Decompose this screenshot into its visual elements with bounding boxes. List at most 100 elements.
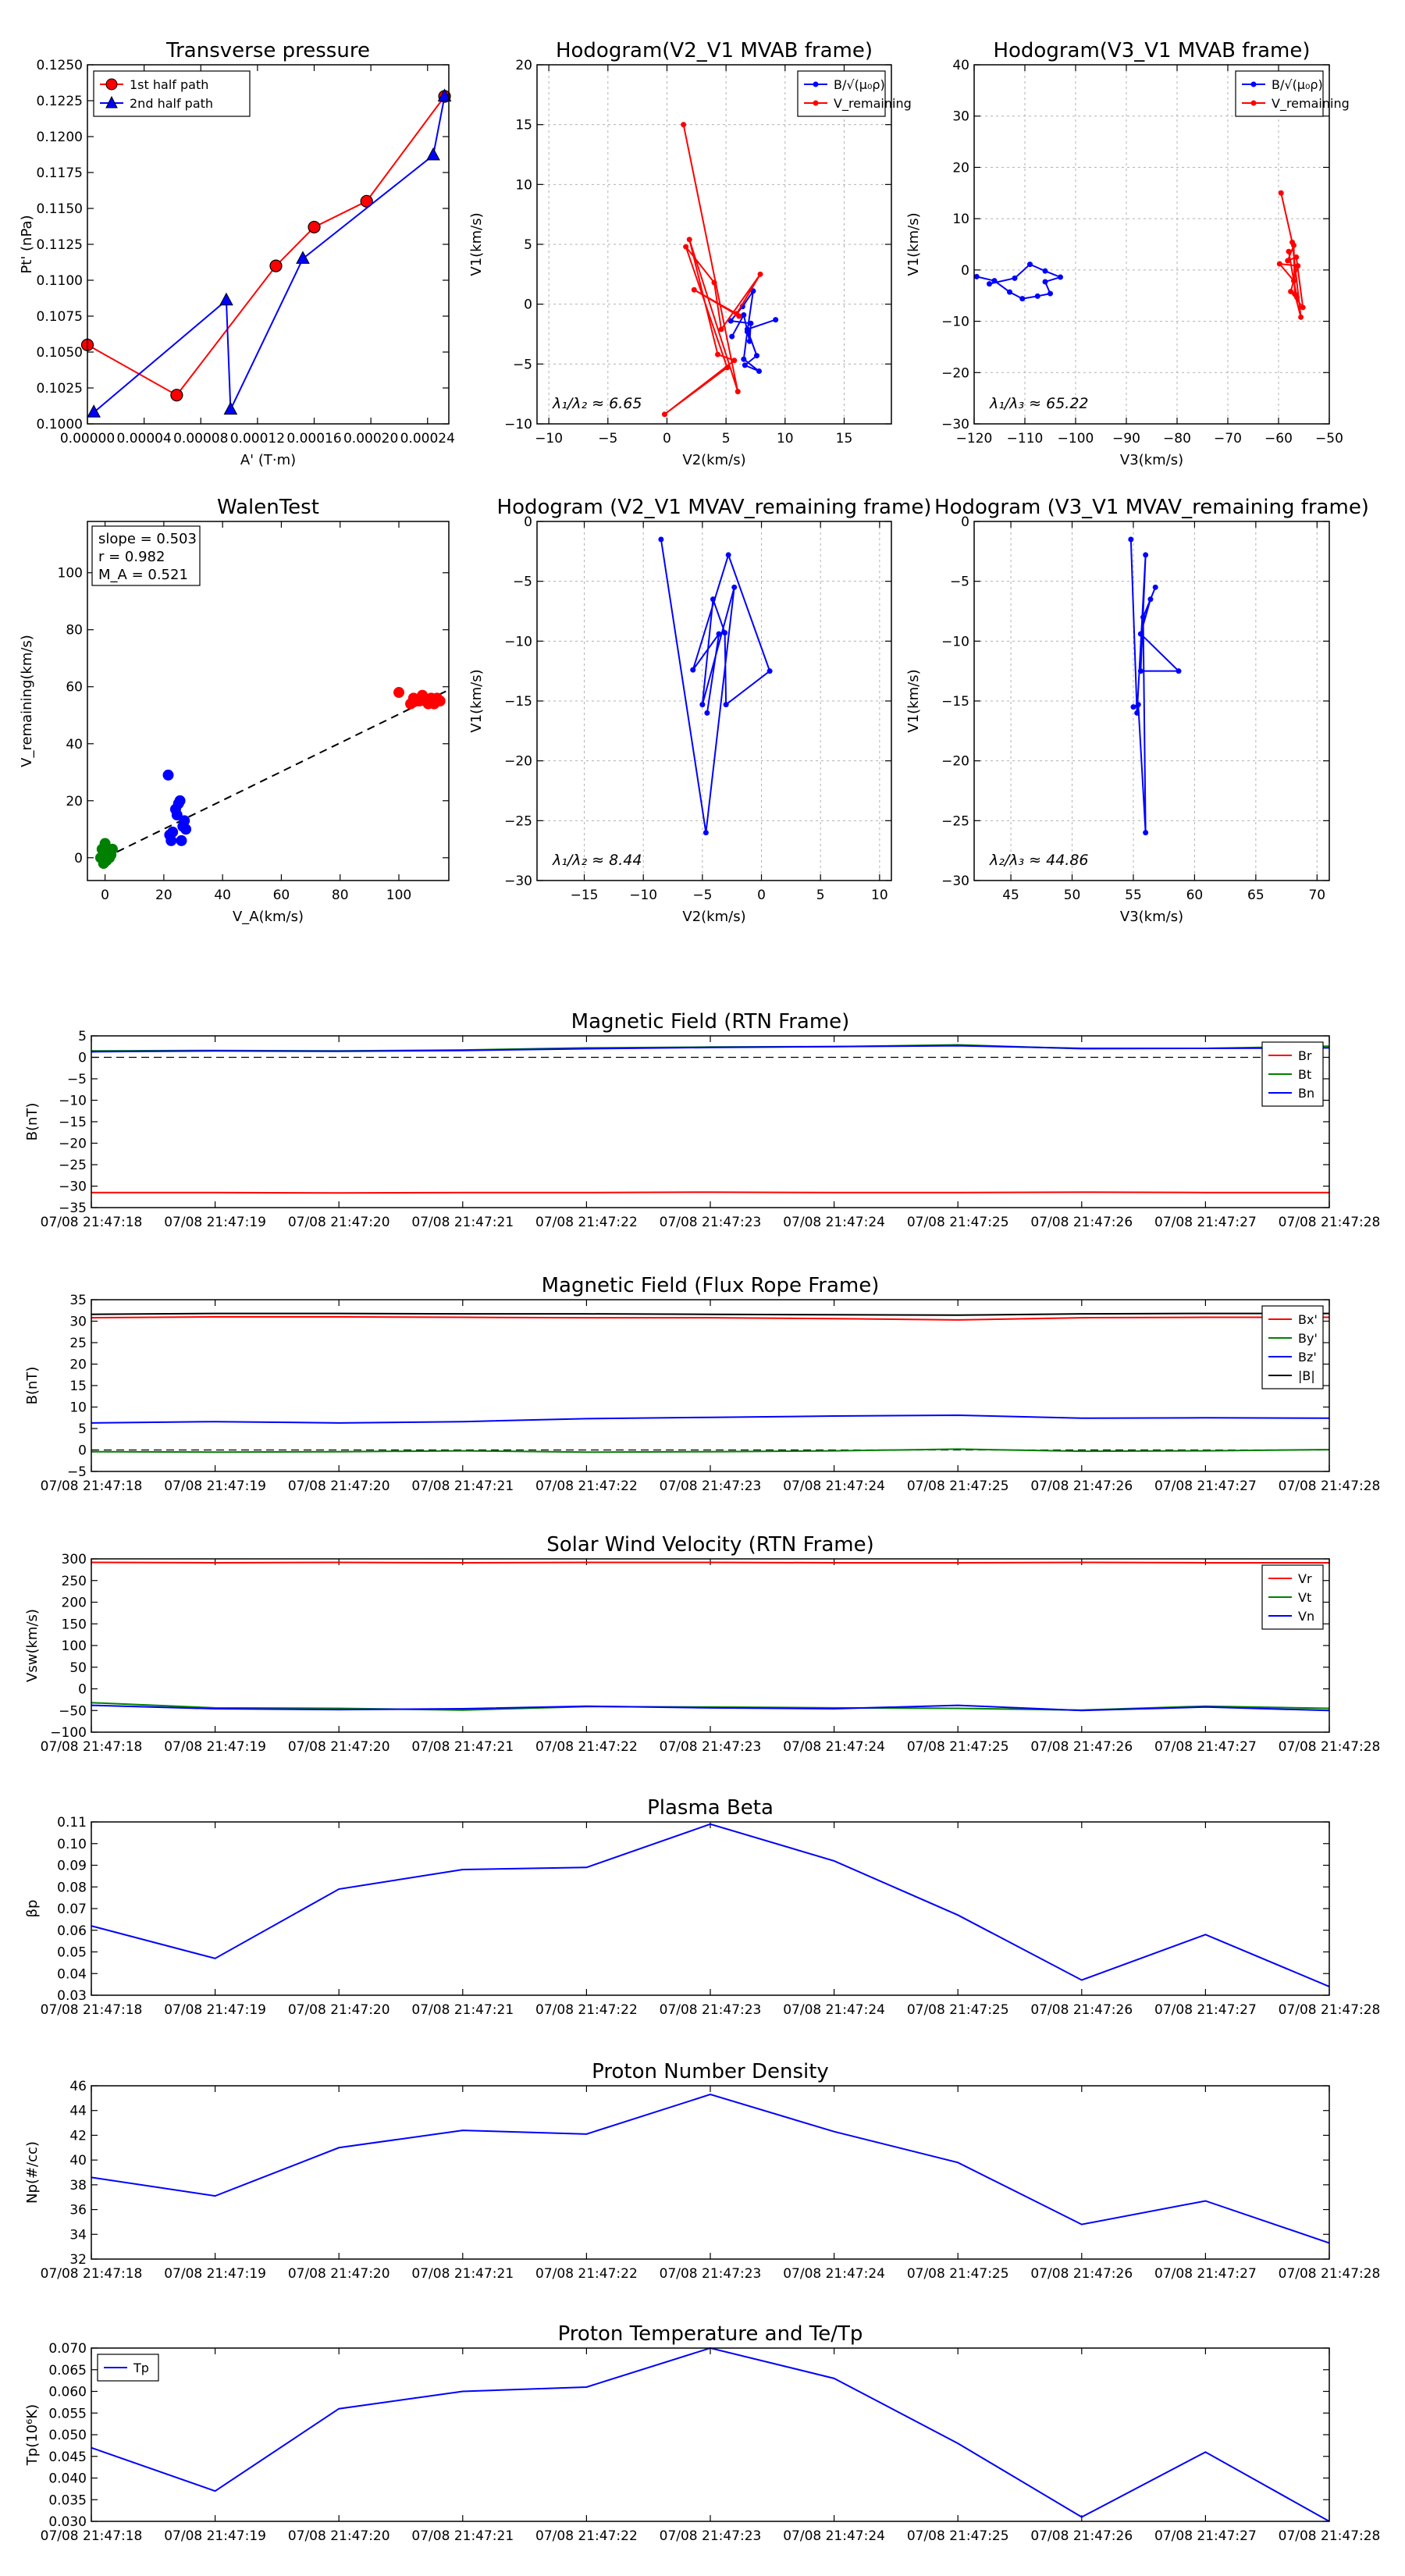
x-axis-label: A' (T·m) (240, 452, 296, 468)
y-tick-label: 5 (524, 237, 532, 253)
x-tick-label: 07/08 21:47:27 (1154, 2002, 1257, 2018)
y-tick-label: 25 (69, 1336, 87, 1351)
x-tick-label: 07/08 21:47:24 (783, 1478, 885, 1494)
y-tick-label: 0.07 (57, 1902, 87, 1917)
legend-label: Br (1298, 1048, 1312, 1063)
x-tick-label: 07/08 21:47:27 (1154, 1739, 1257, 1755)
x-tick-label: 07/08 21:47:26 (1030, 1478, 1133, 1494)
x-tick-label: 07/08 21:47:23 (660, 1478, 762, 1494)
x-tick-label: 07/08 21:47:22 (535, 2002, 638, 2018)
data-point (99, 852, 111, 863)
x-axis-label: V_A(km/s) (233, 909, 304, 925)
y-tick-label: 0.1225 (37, 94, 83, 109)
x-tick-label: 07/08 21:47:22 (535, 2266, 638, 2282)
data-point (1176, 668, 1182, 674)
fit-line (105, 688, 449, 859)
chart-title: WalenTest (217, 496, 319, 519)
chart-title: Magnetic Field (RTN Frame) (571, 1010, 850, 1034)
y-tick-label: 10 (515, 177, 532, 193)
x-tick-label: 07/08 21:47:23 (660, 2528, 762, 2544)
plot-frame (536, 64, 892, 425)
plot-frame (91, 2085, 1330, 2260)
chart-proton_number_density: Proton Number Density 07/08 21:47:18 07/08… (24, 2060, 1380, 2282)
legend-marker (105, 78, 118, 91)
data-point (699, 702, 706, 708)
y-tick-label: 0 (78, 1443, 87, 1459)
y-tick-label: 0.1025 (37, 381, 83, 397)
x-tick-label: 70 (1308, 888, 1325, 903)
data-point (757, 271, 763, 277)
legend-label: 1st half path (130, 77, 208, 92)
y-tick-label: −25 (59, 1158, 87, 1173)
series-line-Np (91, 2094, 1330, 2244)
y-tick-label: −10 (504, 634, 532, 649)
y-tick-label: 0.060 (48, 2385, 87, 2400)
data-point (177, 820, 189, 832)
y-axis-label: V1(km/s) (905, 212, 922, 276)
y-tick-label: 38 (69, 2178, 87, 2194)
x-tick-label: 20 (155, 888, 173, 903)
data-point (729, 333, 735, 340)
series-line-Vremaining (1129, 539, 1181, 833)
data-point (686, 237, 692, 243)
eigenvalue-ratio-label: λ₂/λ₃ ≈ 44.86 (989, 852, 1089, 869)
y-tick-label: 20 (515, 58, 532, 73)
data-point (393, 687, 405, 699)
x-tick-label: 07/08 21:47:18 (41, 2266, 143, 2282)
plot-frame (973, 64, 1330, 425)
y-tick-label: 0.1150 (37, 201, 83, 217)
data-point (1130, 704, 1136, 710)
y-tick-label: 200 (62, 1596, 87, 1611)
x-tick-label: 07/08 21:47:24 (783, 1739, 885, 1755)
y-axis-label: Tp(10⁶K) (24, 2404, 41, 2466)
data-point (106, 843, 118, 855)
chart-title: Proton Temperature and Te/Tp (558, 2322, 863, 2346)
data-point (1042, 268, 1048, 274)
data-point (773, 317, 779, 323)
y-tick-label: −15 (941, 694, 969, 710)
data-point (411, 696, 422, 706)
x-tick-label: 07/08 21:47:26 (1030, 2266, 1133, 2282)
x-tick-label: −10 (535, 431, 563, 447)
y-tick-label: 0.055 (48, 2406, 87, 2421)
x-tick-label: 07/08 21:47:20 (288, 2528, 390, 2544)
y-tick-label: 0.030 (48, 2514, 87, 2530)
series-line-By (91, 1448, 1330, 1453)
legend-label: Vr (1298, 1571, 1312, 1586)
y-tick-label: 0 (961, 263, 969, 279)
data-point (87, 404, 101, 418)
y-tick-label: −30 (941, 417, 969, 432)
chart-title: Magnetic Field (Flux Rope Frame) (542, 1274, 880, 1297)
x-tick-label: 07/08 21:47:20 (288, 1215, 390, 1230)
y-tick-label: 32 (69, 2252, 87, 2268)
series-line-Bn (91, 1044, 1330, 1053)
y-tick-label: −100 (50, 1725, 87, 1741)
x-tick-label: 07/08 21:47:19 (164, 2266, 266, 2282)
y-tick-label: −30 (504, 873, 532, 889)
x-tick-label: −5 (598, 431, 617, 447)
x-tick-label: 07/08 21:47:27 (1154, 1215, 1257, 1230)
chart-plasma_beta: Plasma Beta 07/08 21:47:18 07/08 21:47:19 0… (24, 1796, 1380, 2018)
y-tick-label: −5 (513, 357, 532, 372)
y-tick-label: 46 (69, 2079, 87, 2094)
y-tick-label: 40 (69, 2153, 87, 2169)
data-point (756, 368, 763, 375)
x-tick-label: 07/08 21:47:19 (164, 1739, 266, 1755)
x-tick-label: 60 (273, 888, 290, 903)
data-point (716, 631, 722, 637)
eigenvalue-ratio-label: λ₁/λ₂ ≈ 6.65 (552, 395, 642, 412)
x-tick-label: 07/08 21:47:19 (164, 1215, 266, 1230)
y-tick-label: −10 (504, 417, 532, 432)
data-point (1293, 294, 1300, 301)
y-tick-label: −25 (941, 813, 969, 829)
y-tick-label: 20 (952, 160, 969, 176)
x-tick-label: 07/08 21:47:28 (1279, 1215, 1381, 1230)
data-point (1048, 290, 1053, 297)
data-point (742, 362, 748, 368)
plot-frame (91, 1299, 1330, 1472)
legend-label: Vt (1298, 1590, 1311, 1605)
y-axis-label: V_remaining(km/s) (19, 635, 35, 767)
data-point (1137, 631, 1144, 637)
data-point (1295, 263, 1301, 269)
x-tick-label: 07/08 21:47:19 (164, 1478, 266, 1494)
